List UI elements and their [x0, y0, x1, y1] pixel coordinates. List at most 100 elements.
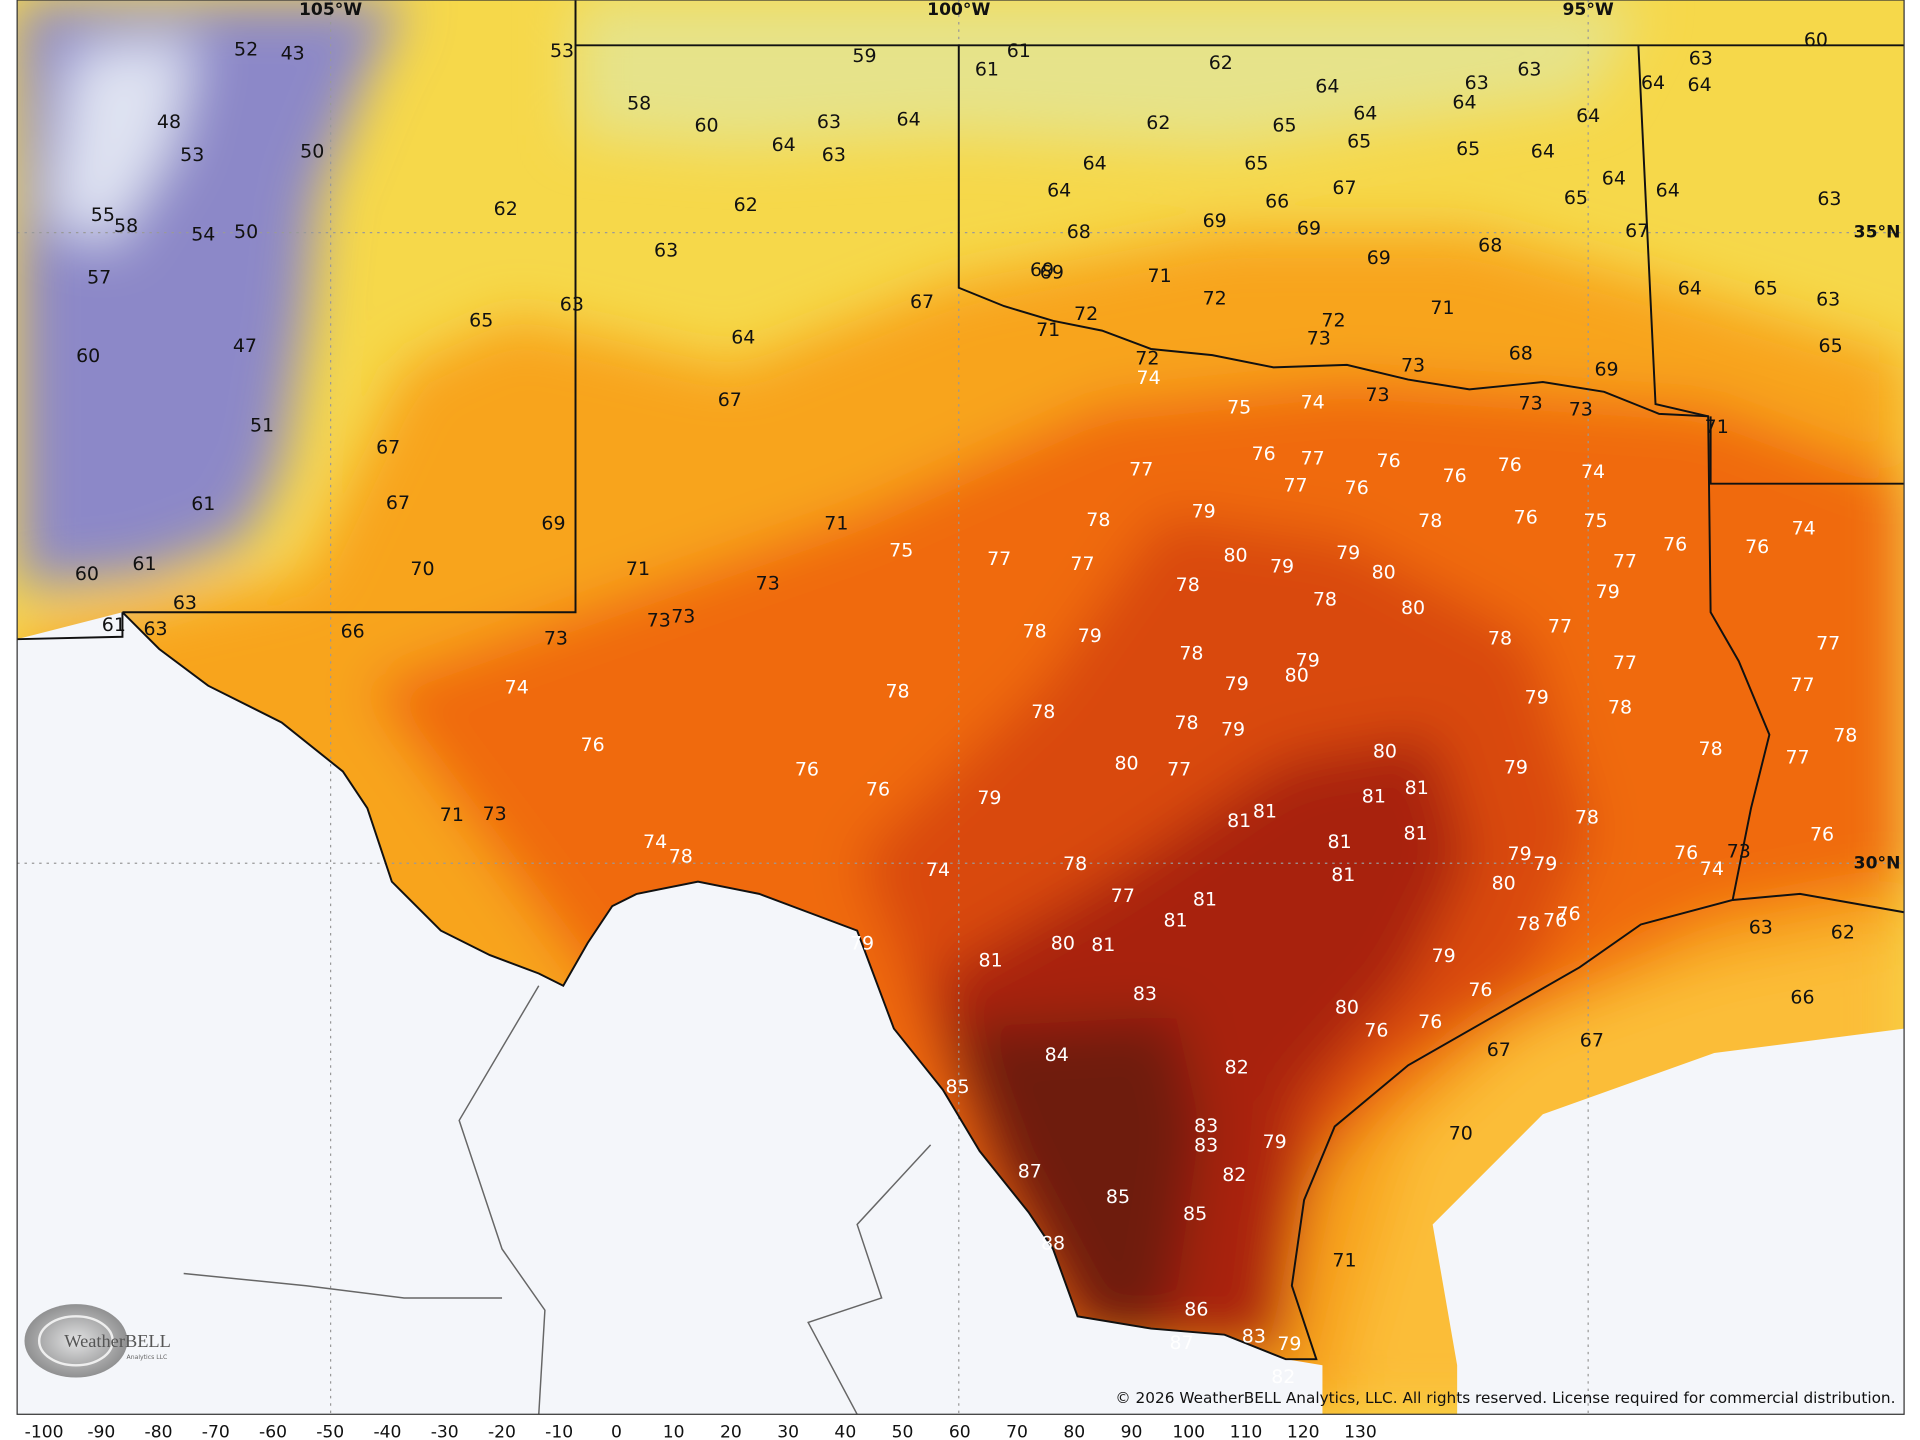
- temperature-label: 43: [281, 42, 305, 64]
- temperature-label: 62: [1146, 112, 1170, 134]
- temperature-label: 66: [1790, 986, 1814, 1008]
- temperature-label: 78: [1488, 628, 1512, 650]
- temperature-label: 81: [1403, 822, 1427, 844]
- temperature-label: 86: [1184, 1299, 1208, 1321]
- temperature-label: 80: [1223, 544, 1247, 566]
- temperature-label: 69: [1203, 210, 1227, 232]
- temperature-label: 65: [1819, 335, 1843, 357]
- temperature-label: 73: [1519, 393, 1543, 415]
- temperature-label: 83: [1133, 983, 1157, 1005]
- temperature-label: 76: [1377, 450, 1401, 472]
- temperature-label: 71: [1430, 297, 1454, 319]
- latitude-label: 30°N: [1854, 853, 1901, 873]
- temperature-label: 53: [180, 144, 204, 166]
- temperature-label: 78: [1179, 642, 1203, 664]
- scale-tick-label: 80: [1063, 1423, 1085, 1440]
- logo: WeatherBELL Analytics LLC: [24, 1304, 171, 1378]
- longitude-label: 100°W: [927, 0, 990, 20]
- temperature-label: 79: [1504, 756, 1528, 778]
- scale-tick-label: -70: [202, 1423, 230, 1440]
- temperature-label: 74: [1137, 367, 1161, 389]
- temperature-label: 80: [1492, 873, 1516, 895]
- copyright: © 2026 WeatherBELL Analytics, LLC. All r…: [1115, 1389, 1895, 1407]
- temperature-label: 75: [1227, 396, 1251, 418]
- temperature-label: 76: [1364, 1020, 1388, 1042]
- temperature-label: 63: [173, 592, 197, 614]
- temperature-label: 85: [1183, 1203, 1207, 1225]
- temperature-label: 77: [1613, 652, 1637, 674]
- temperature-label: 77: [1167, 759, 1191, 781]
- temperature-label: 79: [1221, 718, 1245, 740]
- temperature-label: 59: [852, 45, 876, 67]
- temperature-label: 76: [581, 734, 605, 756]
- temperature-label: 78: [1699, 738, 1723, 760]
- temperature-label: 87: [1018, 1160, 1042, 1182]
- temperature-label: 73: [671, 606, 695, 628]
- scale-tick-label: -20: [488, 1423, 516, 1440]
- temperature-label: 77: [1129, 459, 1153, 481]
- temperature-label: 76: [1663, 533, 1687, 555]
- temperature-label: 61: [102, 614, 126, 636]
- temperature-label: 80: [1373, 740, 1397, 762]
- temperature-label: 57: [87, 266, 111, 288]
- temperature-label: 64: [1452, 91, 1476, 113]
- temperature-label: 71: [440, 804, 464, 826]
- temperature-label: 73: [544, 628, 568, 650]
- temperature-label: 81: [1193, 889, 1217, 911]
- temperature-label: 83: [1242, 1326, 1266, 1348]
- scale-tick-label: 110: [1230, 1423, 1263, 1440]
- temperature-label: 73: [1727, 841, 1751, 863]
- temperature-label: 63: [1465, 72, 1489, 94]
- temperature-label: 82: [1225, 1056, 1249, 1078]
- temperature-label: 73: [756, 573, 780, 595]
- temperature-label: 72: [1203, 287, 1227, 309]
- scale-tick-label: 70: [1006, 1423, 1028, 1440]
- temperature-label: 50: [300, 140, 324, 162]
- temperature-label: 73: [1307, 328, 1331, 350]
- temperature-label: 78: [1063, 853, 1087, 875]
- temperature-label: 79: [1270, 555, 1294, 577]
- temperature-label: 78: [1031, 701, 1055, 723]
- temperature-label: 60: [76, 345, 100, 367]
- temperature-label: 78: [1833, 724, 1857, 746]
- temperature-label: 64: [1656, 180, 1680, 202]
- temperature-label: 74: [1792, 517, 1816, 539]
- temperature-label: 79: [1277, 1333, 1301, 1355]
- temperature-label: 73: [1569, 399, 1593, 421]
- temperature-label: 84: [1045, 1044, 1069, 1066]
- mexico: [17, 612, 1323, 1415]
- temperature-field: [17, 0, 1905, 1415]
- temperature-label: 69: [541, 513, 565, 535]
- temperature-label: 74: [1700, 858, 1724, 880]
- temperature-label: 76: [1514, 506, 1538, 528]
- temperature-label: 81: [1091, 934, 1115, 956]
- temperature-label: 76: [1252, 443, 1276, 465]
- logo-ring: [37, 1315, 114, 1367]
- temperature-label: 67: [376, 437, 400, 459]
- temperature-label: 63: [560, 293, 584, 315]
- temperature-label: 79: [1078, 625, 1102, 647]
- temperature-label: 62: [1831, 922, 1855, 944]
- scale-tick-label: 100: [1172, 1423, 1205, 1440]
- temperature-label: 78: [1418, 510, 1442, 532]
- temperature-label: 80: [1401, 597, 1425, 619]
- temperature-label: 67: [910, 291, 934, 313]
- temperature-label: 65: [1272, 115, 1296, 137]
- temperature-label: 76: [1468, 979, 1492, 1001]
- temperature-label: 79: [1525, 686, 1549, 708]
- temperature-label: 78: [1608, 696, 1632, 718]
- temperature-label: 69: [1040, 262, 1064, 284]
- temperature-label: 77: [1111, 885, 1135, 907]
- temperature-label: 77: [1790, 674, 1814, 696]
- temperature-label: 78: [1313, 589, 1337, 611]
- temperature-label: 62: [494, 198, 518, 220]
- temperature-label: 71: [1148, 265, 1172, 287]
- temperature-label: 81: [1227, 810, 1251, 832]
- temperature-label: 80: [1114, 753, 1138, 775]
- temperature-label: 74: [1581, 461, 1605, 483]
- temperature-label: 64: [1047, 180, 1071, 202]
- temperature-label: 87: [1170, 1332, 1194, 1354]
- temperature-label: 60: [1804, 29, 1828, 51]
- temperature-label: 73: [483, 803, 507, 825]
